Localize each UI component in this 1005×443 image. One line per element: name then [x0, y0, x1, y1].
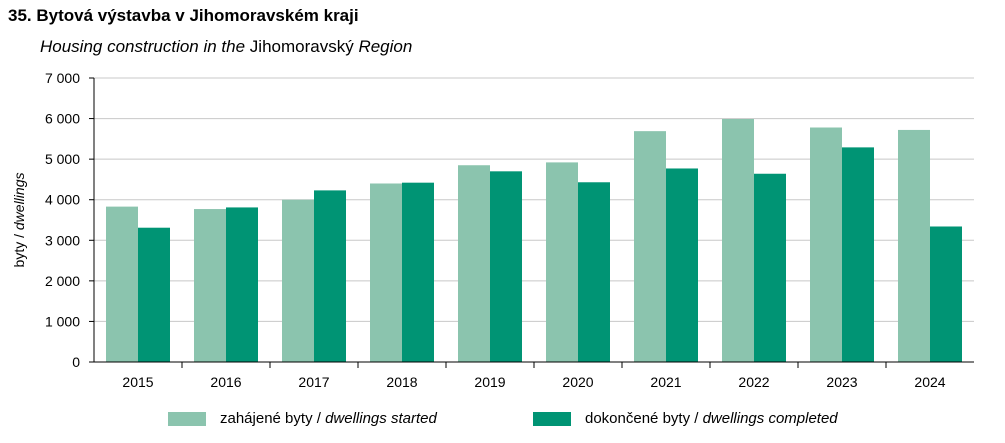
y-axis-label-normal: byty /: [11, 230, 27, 267]
legend-item-completed: dokončené byty / dwellings completed: [533, 410, 838, 427]
chart-subtitle: Housing construction in the Jihomoravský…: [40, 37, 412, 57]
y-tick-label: 5 000: [45, 151, 80, 167]
bar-completed: [226, 207, 258, 362]
x-tick-label: 2020: [562, 374, 593, 390]
legend-label-completed: dokončené byty / dwellings completed: [585, 410, 838, 427]
bar-completed: [314, 190, 346, 362]
bar-completed: [578, 182, 610, 362]
bar-completed: [402, 182, 434, 362]
y-tick-label: 1 000: [45, 313, 80, 329]
bar-started: [194, 209, 226, 362]
x-tick-label: 2016: [210, 374, 241, 390]
subtitle-part-3: Region: [358, 37, 413, 56]
bar-started: [898, 129, 930, 362]
y-tick-label: 7 000: [45, 70, 80, 86]
legend-label-completed-italic: dwellings completed: [702, 410, 838, 427]
bar-started: [370, 183, 402, 362]
chart-legend: zahájené byty / dwellings started dokonč…: [0, 410, 1005, 432]
bar-completed: [490, 171, 522, 362]
chart-title: 35. Bytová výstavba v Jihomoravském kraj…: [8, 6, 359, 25]
subtitle-part-1: Housing construction in the: [40, 37, 246, 56]
bar-started: [106, 206, 138, 362]
bar-completed: [842, 147, 874, 362]
y-axis-label: byty / dwellings: [11, 173, 27, 268]
bar-completed: [666, 168, 698, 362]
bar-started: [634, 131, 666, 362]
x-tick-label: 2023: [826, 374, 857, 390]
bar-completed: [754, 173, 786, 362]
legend-label-started-italic: dwellings started: [325, 410, 437, 427]
x-tick-label: 2018: [386, 374, 417, 390]
legend-label-started-normal: zahájené byty /: [220, 410, 326, 427]
bar-started: [458, 165, 490, 362]
x-tick-label: 2024: [914, 374, 945, 390]
y-tick-label: 3 000: [45, 232, 80, 248]
bar-started: [546, 162, 578, 362]
y-tick-label: 2 000: [45, 273, 80, 289]
legend-item-started: zahájené byty / dwellings started: [168, 410, 437, 427]
legend-swatch-completed: [533, 411, 571, 426]
bar-chart: 0 1 000 2 000 3 000 4 000 5 000 6 000 7 000 2015…: [11, 70, 974, 390]
x-tick-label: 2015: [122, 374, 153, 390]
legend-swatch-started: [168, 411, 206, 426]
bar-completed: [930, 226, 962, 362]
x-tick-label: 2021: [650, 374, 681, 390]
x-tick-label: 2019: [474, 374, 505, 390]
x-tick-label: 2022: [738, 374, 769, 390]
y-axis-label-italic: dwellings: [11, 173, 27, 231]
bar-started: [722, 118, 754, 362]
bar-started: [282, 199, 314, 362]
subtitle-part-2: Jihomoravský: [245, 37, 359, 56]
x-tick-label: 2017: [298, 374, 329, 390]
legend-label-completed-normal: dokončené byty /: [585, 410, 703, 427]
y-tick-label: 0: [72, 354, 80, 370]
bar-started: [810, 127, 842, 362]
y-tick-label: 6 000: [45, 111, 80, 127]
bar-completed: [138, 227, 170, 362]
legend-label-started: zahájené byty / dwellings started: [220, 410, 437, 427]
y-tick-label: 4 000: [45, 192, 80, 208]
